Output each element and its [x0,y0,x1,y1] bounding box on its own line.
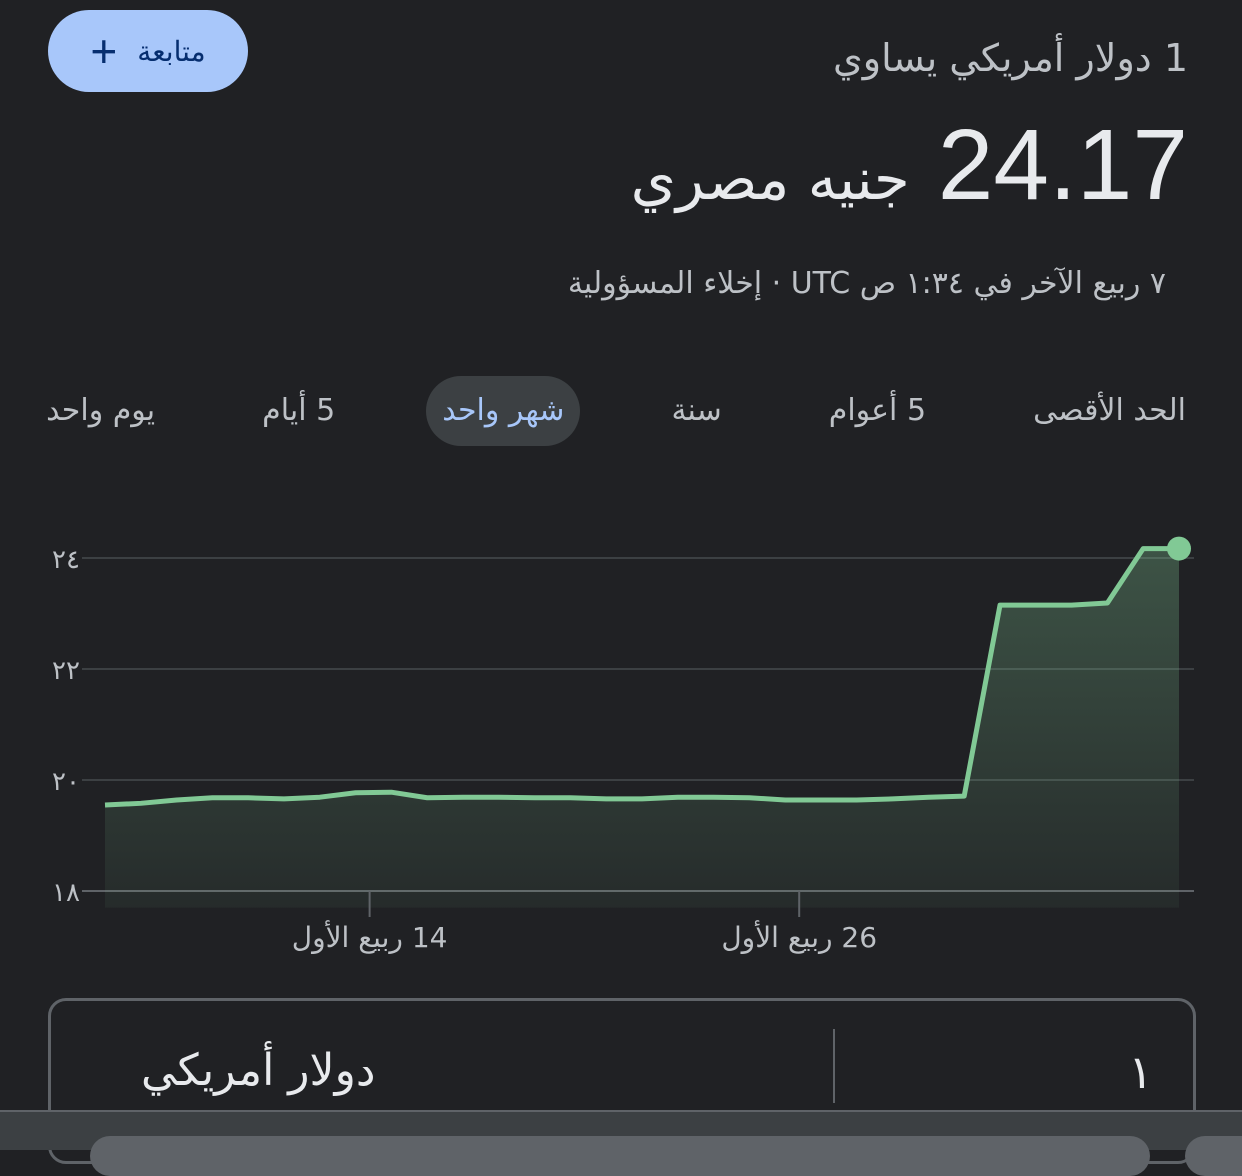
tab-5d[interactable]: 5 أيام [262,393,336,428]
data-point [1167,536,1191,561]
y-tick-label: ١٨ [52,878,80,908]
bottom-bar [0,1110,1242,1176]
x-tick-label: 14 ربيع الأول [292,919,448,954]
amount-input[interactable]: ١ [1128,1045,1153,1099]
bottom-pill-2 [1185,1136,1242,1176]
tab-5y[interactable]: 5 أعوام [828,393,927,428]
tab-max[interactable]: الحد الأقصى [1033,393,1186,428]
x-tick-label: 26 ربيع الأول [721,919,877,954]
y-tick-label: ٢٠ [52,767,80,797]
exchange-rate: 24.17 جنيه مصري [631,108,1188,223]
tab-1d[interactable]: يوم واحد [46,393,156,428]
tab-1m[interactable]: شهر واحد [426,376,581,446]
y-tick-label: ٢٢ [52,656,80,686]
follow-label: متابعة [137,35,206,67]
rate-currency: جنيه مصري [630,145,910,213]
follow-button[interactable]: + متابعة [48,10,248,92]
chart-area [105,548,1179,908]
time-range-tabs: يوم واحد 5 أيام شهر واحد سنة 5 أعوام الح… [30,376,1202,446]
chart-line [104,546,1179,808]
exchange-rate-chart[interactable]: ١٨ ٢٠ ٢٢ ٢٤ 14 ربيع الأول 26 ربيع الأول [0,520,1242,960]
rate-value: 24.17 [937,109,1188,221]
tab-1y[interactable]: سنة [671,393,722,428]
bottom-pill [90,1136,1150,1176]
divider [833,1029,835,1103]
plus-icon: + [90,25,118,77]
currency-select[interactable]: دولار أمريكي [141,1045,376,1096]
y-tick-label: ٢٤ [52,545,80,575]
equals-text: 1 دولار أمريكي يساوي [833,36,1188,80]
timestamp-disclaimer[interactable]: ٧ ربيع الآخر في ١:٣٤ ص UTC · إخلاء المسؤ… [567,266,1166,301]
